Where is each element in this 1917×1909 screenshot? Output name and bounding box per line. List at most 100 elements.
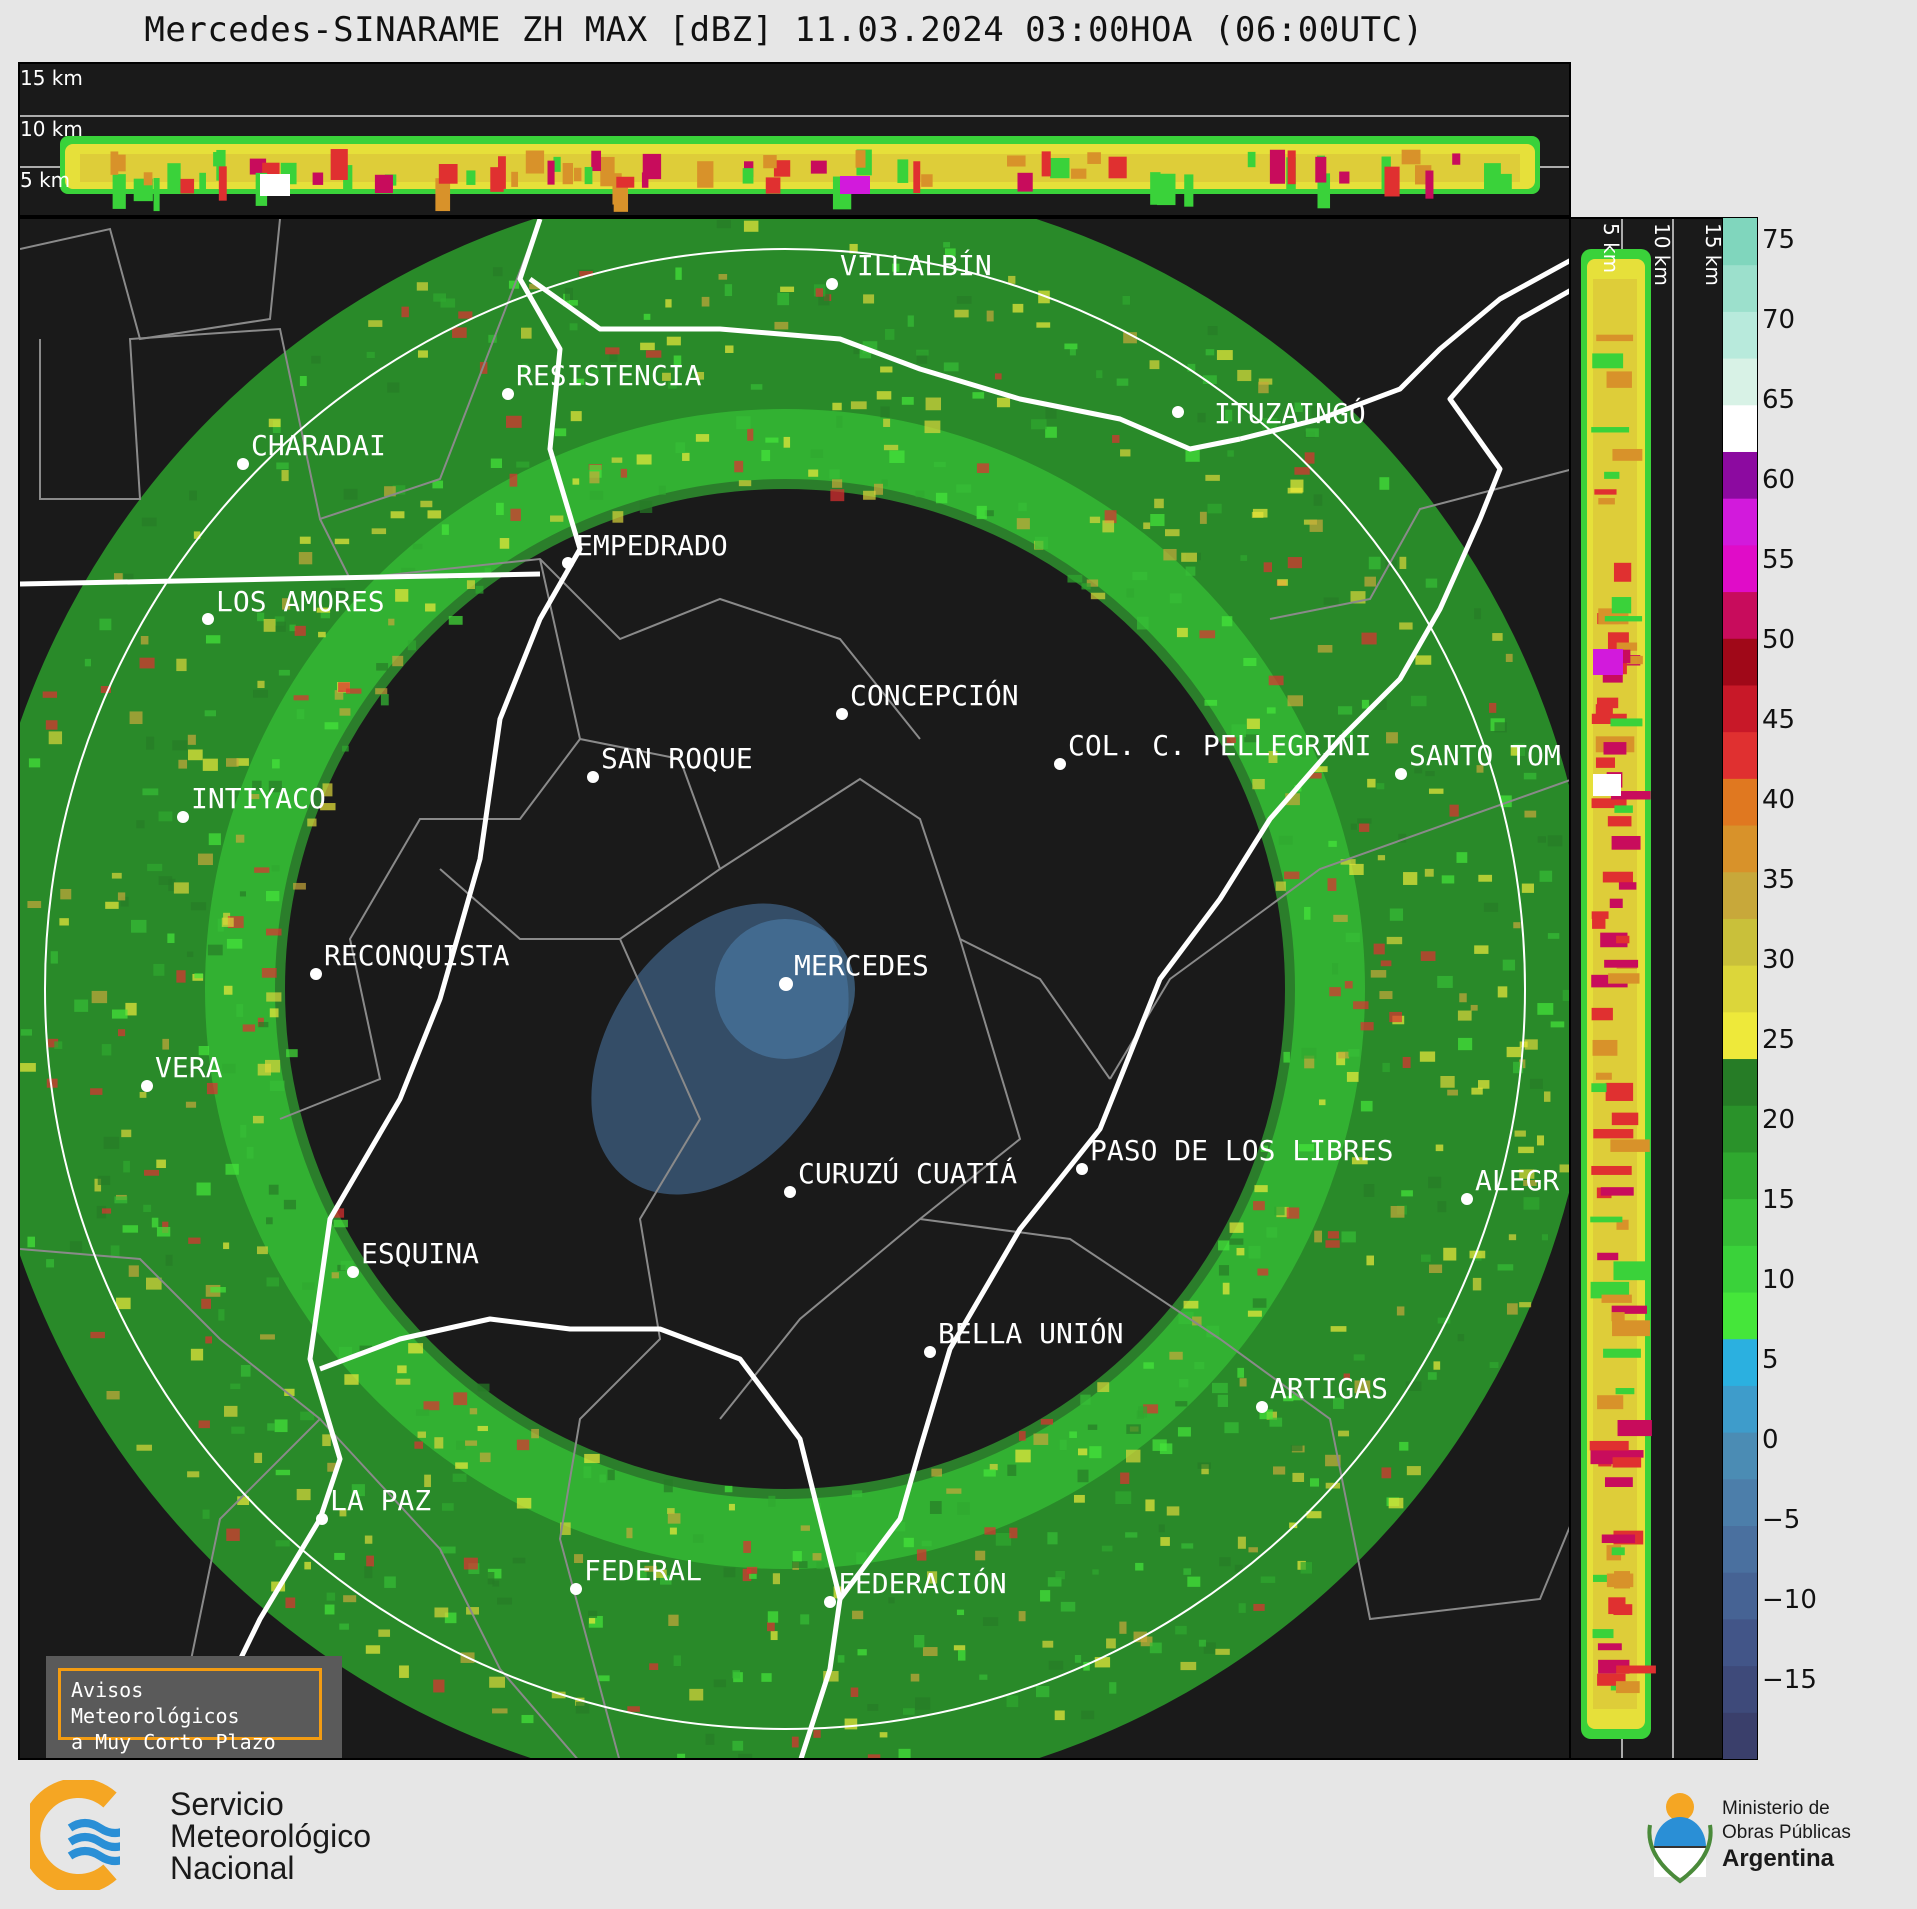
colorbar-segment: [1723, 544, 1757, 593]
colorbar: [1722, 217, 1758, 1760]
colorbar-segment: [1723, 1432, 1757, 1480]
smn-line-1: Servicio: [170, 1786, 284, 1822]
city-label-ituzaingo: ITUZAINGÓ: [1214, 397, 1366, 430]
colorbar-tick-label: 75: [1762, 225, 1796, 255]
colorbar-segment: [1723, 498, 1757, 546]
colorbar-tick-label: 0: [1762, 1425, 1779, 1455]
colorbar-segment: [1723, 1058, 1757, 1106]
colorbar-segment: [1723, 1525, 1757, 1573]
alert-box: Avisos Meteorológicos a Muy Corto Plazo: [46, 1656, 342, 1758]
colorbar-tick-label: 40: [1762, 785, 1796, 815]
city-label-san-roque: SAN ROQUE: [601, 742, 753, 775]
city-label-reconquista: RECONQUISTA: [324, 939, 510, 972]
radar-map: [20, 219, 1569, 1758]
city-label-los-amores: LOS AMORES: [216, 585, 385, 618]
colorbar-segment: [1723, 1105, 1757, 1153]
city-label-federacion: FEDERACIÓN: [838, 1567, 1007, 1600]
colorbar-segment: [1723, 1385, 1757, 1433]
colorbar-segment: [1723, 1151, 1757, 1200]
smn-line-3: Nacional: [170, 1850, 295, 1886]
colorbar-segment: [1723, 871, 1757, 919]
ministerio-line-2: Obras Públicas: [1722, 1822, 1851, 1843]
page-title: Mercedes-SINARAME ZH MAX [dBZ] 11.03.202…: [144, 10, 1424, 50]
right-cross-section-plot: [1571, 219, 1722, 1758]
radar-map-panel: VILLALBÍN RESISTENCIA CHARADAI ITUZAINGÓ…: [18, 217, 1571, 1760]
colorbar-segment: [1723, 1712, 1757, 1759]
colorbar-segment: [1723, 1292, 1757, 1340]
colorbar-segment: [1723, 404, 1757, 452]
colorbar-tick-label: 30: [1762, 945, 1796, 975]
colorbar-segment: [1723, 1665, 1757, 1713]
right-alt-15km: 15 km: [1701, 223, 1724, 286]
colorbar-tick-label: 15: [1762, 1185, 1796, 1215]
colorbar-segment: [1723, 1198, 1757, 1246]
city-label-santo-tome: SANTO TOM: [1409, 739, 1561, 772]
city-label-vera: VERA: [155, 1051, 223, 1084]
city-label-empedrado: EMPEDRADO: [576, 529, 728, 562]
colorbar-segment: [1723, 1338, 1757, 1386]
alert-box-frame: Avisos Meteorológicos a Muy Corto Plazo: [58, 1668, 322, 1754]
colorbar-tick-label: −5: [1762, 1505, 1801, 1535]
alert-line-2: a Muy Corto Plazo: [71, 1730, 276, 1754]
right-cross-section-panel: 5 km 10 km 15 km: [1569, 217, 1724, 1760]
city-label-concepcion: CONCEPCIÓN: [850, 679, 1019, 712]
colorbar-tick-label: 5: [1762, 1345, 1779, 1375]
city-label-federal: FEDERAL: [584, 1554, 703, 1587]
colorbar-segment: [1723, 825, 1757, 873]
colorbar-segment: [1723, 778, 1757, 826]
city-label-intiyaco: INTIYACO: [191, 782, 326, 815]
city-label-col-c-pellegrini: COL. C. PELLEGRINI: [1068, 729, 1372, 762]
colorbar-tick-label: 70: [1762, 305, 1796, 335]
colorbar-tick-label: 60: [1762, 465, 1796, 495]
city-label-alegrete: ALEGR: [1475, 1164, 1560, 1197]
colorbar-segment: [1723, 684, 1757, 733]
colorbar-segment: [1723, 1478, 1757, 1527]
colorbar-segment: [1723, 1572, 1757, 1620]
colorbar-tick-label: 65: [1762, 385, 1796, 415]
city-label-paso-de-los-libres: PASO DE LOS LIBRES: [1090, 1134, 1394, 1167]
top-alt-5km: 5 km: [20, 168, 71, 192]
colorbar-segment: [1723, 1618, 1757, 1667]
colorbar-segment: [1723, 638, 1757, 686]
city-label-curuzu-cuatia: CURUZÚ CUATIÁ: [798, 1157, 1018, 1190]
colorbar-segment: [1723, 358, 1757, 406]
colorbar-tick-label: 20: [1762, 1105, 1796, 1135]
city-label-artigas: ARTIGAS: [1270, 1372, 1389, 1405]
argentina-coat-of-arms-icon: [1645, 1785, 1715, 1885]
city-label-esquina: ESQUINA: [361, 1237, 480, 1270]
city-label-mercedes: MERCEDES: [794, 949, 929, 982]
colorbar-segment: [1723, 218, 1757, 266]
colorbar-tick-label: 35: [1762, 865, 1796, 895]
smn-line-2: Meteorológico: [170, 1818, 371, 1854]
colorbar-segment: [1723, 311, 1757, 359]
city-label-la-paz: LA PAZ: [330, 1484, 432, 1517]
top-alt-10km: 10 km: [20, 117, 83, 141]
colorbar-tick-label: 50: [1762, 625, 1796, 655]
colorbar-tick-label: 45: [1762, 705, 1796, 735]
colorbar-segment: [1723, 731, 1757, 779]
city-label-bella-union: BELLA UNIÓN: [938, 1317, 1124, 1350]
colorbar-tick-label: 25: [1762, 1025, 1796, 1055]
right-alt-5km: 5 km: [1599, 223, 1623, 274]
colorbar-tick-label: −10: [1762, 1585, 1817, 1615]
colorbar-segment: [1723, 965, 1757, 1013]
colorbar-segment: [1723, 264, 1757, 312]
ministerio-line-3: Argentina: [1722, 1845, 1835, 1872]
city-label-charadai: CHARADAI: [251, 429, 386, 462]
smn-logo-icon: [30, 1780, 120, 1890]
top-alt-15km: 15 km: [20, 66, 83, 90]
colorbar-segment: [1723, 1245, 1757, 1293]
colorbar-tick-label: 55: [1762, 545, 1796, 575]
top-cross-section-plot: [20, 64, 1569, 215]
city-label-resistencia: RESISTENCIA: [516, 359, 702, 392]
colorbar-segment: [1723, 591, 1757, 639]
colorbar-segment: [1723, 451, 1757, 499]
colorbar-segment: [1723, 1011, 1757, 1060]
colorbar-tick-label: −15: [1762, 1665, 1817, 1695]
colorbar-segment: [1723, 918, 1757, 966]
ministerio-line-1: Ministerio de: [1722, 1798, 1830, 1819]
top-cross-section-panel: 15 km 10 km 5 km: [18, 62, 1571, 217]
right-alt-10km: 10 km: [1650, 223, 1674, 286]
alert-line-1: Avisos Meteorológicos: [71, 1678, 240, 1728]
smn-logo-text: Servicio Meteorológico Nacional: [170, 1788, 371, 1884]
